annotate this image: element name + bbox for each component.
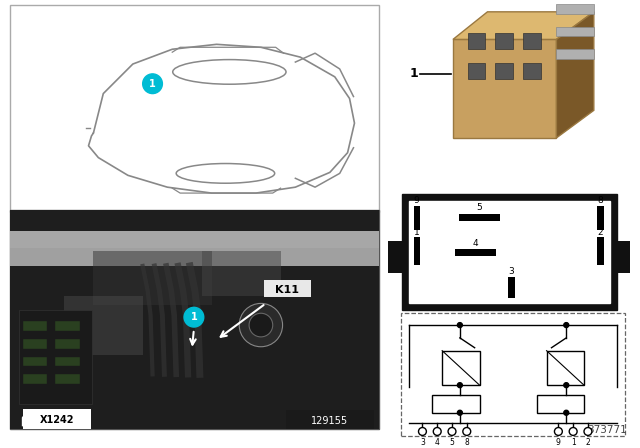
- Bar: [22, 321, 47, 331]
- Circle shape: [458, 323, 462, 327]
- Bar: [264, 280, 311, 297]
- Text: 3: 3: [508, 267, 514, 276]
- Bar: [19, 310, 92, 404]
- Bar: [388, 241, 402, 273]
- Circle shape: [569, 427, 577, 435]
- Bar: [547, 351, 584, 385]
- Bar: [10, 5, 379, 212]
- Bar: [409, 201, 610, 303]
- Bar: [22, 357, 47, 366]
- Bar: [495, 63, 513, 79]
- Circle shape: [584, 427, 592, 435]
- Circle shape: [564, 383, 569, 388]
- Bar: [495, 34, 513, 49]
- Bar: [556, 4, 594, 14]
- Circle shape: [143, 74, 163, 94]
- Bar: [401, 313, 625, 436]
- Bar: [64, 296, 143, 355]
- Text: K11: K11: [275, 284, 300, 295]
- Bar: [93, 251, 212, 306]
- Text: 1: 1: [191, 312, 197, 322]
- Circle shape: [419, 427, 426, 435]
- Polygon shape: [453, 12, 594, 39]
- Bar: [468, 34, 486, 49]
- Text: 4: 4: [435, 438, 440, 448]
- Circle shape: [184, 307, 204, 327]
- Bar: [616, 241, 630, 273]
- Polygon shape: [556, 12, 594, 138]
- Circle shape: [249, 313, 273, 337]
- Bar: [55, 339, 79, 349]
- Text: 3: 3: [420, 438, 425, 448]
- Text: 1: 1: [409, 67, 418, 80]
- Bar: [22, 375, 47, 384]
- Text: 2: 2: [586, 438, 590, 448]
- Bar: [432, 395, 479, 413]
- Text: 9: 9: [413, 196, 419, 205]
- Bar: [556, 26, 594, 36]
- Text: 5: 5: [449, 438, 454, 448]
- Bar: [508, 277, 515, 298]
- Bar: [55, 321, 79, 331]
- Bar: [10, 210, 379, 428]
- Text: 373771: 373771: [588, 426, 627, 435]
- Polygon shape: [453, 39, 556, 138]
- Bar: [55, 357, 79, 366]
- Text: 1: 1: [571, 438, 575, 448]
- Text: 4: 4: [473, 239, 479, 248]
- Bar: [10, 210, 379, 428]
- Circle shape: [448, 427, 456, 435]
- Circle shape: [458, 410, 462, 415]
- Bar: [468, 63, 486, 79]
- Circle shape: [433, 427, 441, 435]
- Bar: [537, 395, 584, 413]
- Text: X1242: X1242: [40, 415, 74, 425]
- Bar: [597, 237, 604, 265]
- Bar: [455, 249, 497, 256]
- Circle shape: [554, 427, 563, 435]
- Bar: [556, 49, 594, 59]
- Bar: [285, 410, 374, 428]
- Bar: [413, 206, 420, 229]
- Bar: [10, 231, 379, 248]
- Bar: [402, 194, 616, 310]
- Bar: [22, 409, 92, 428]
- Bar: [523, 63, 541, 79]
- Bar: [24, 417, 41, 426]
- Circle shape: [564, 323, 569, 327]
- Text: 9: 9: [556, 438, 561, 448]
- Bar: [442, 351, 479, 385]
- Circle shape: [564, 410, 569, 415]
- Bar: [55, 375, 79, 384]
- Text: 2: 2: [597, 228, 603, 237]
- Bar: [459, 214, 500, 221]
- Circle shape: [463, 427, 470, 435]
- Bar: [597, 206, 604, 229]
- Bar: [22, 339, 47, 349]
- Text: 1: 1: [413, 228, 419, 237]
- Text: 5: 5: [477, 203, 483, 212]
- Circle shape: [458, 383, 462, 388]
- Text: 1: 1: [149, 79, 156, 89]
- Text: 129155: 129155: [311, 416, 348, 426]
- Bar: [10, 248, 379, 266]
- Bar: [413, 237, 420, 265]
- Text: 8: 8: [597, 196, 603, 205]
- Text: 8: 8: [465, 438, 469, 448]
- Circle shape: [239, 303, 283, 347]
- Bar: [523, 34, 541, 49]
- Bar: [202, 251, 280, 296]
